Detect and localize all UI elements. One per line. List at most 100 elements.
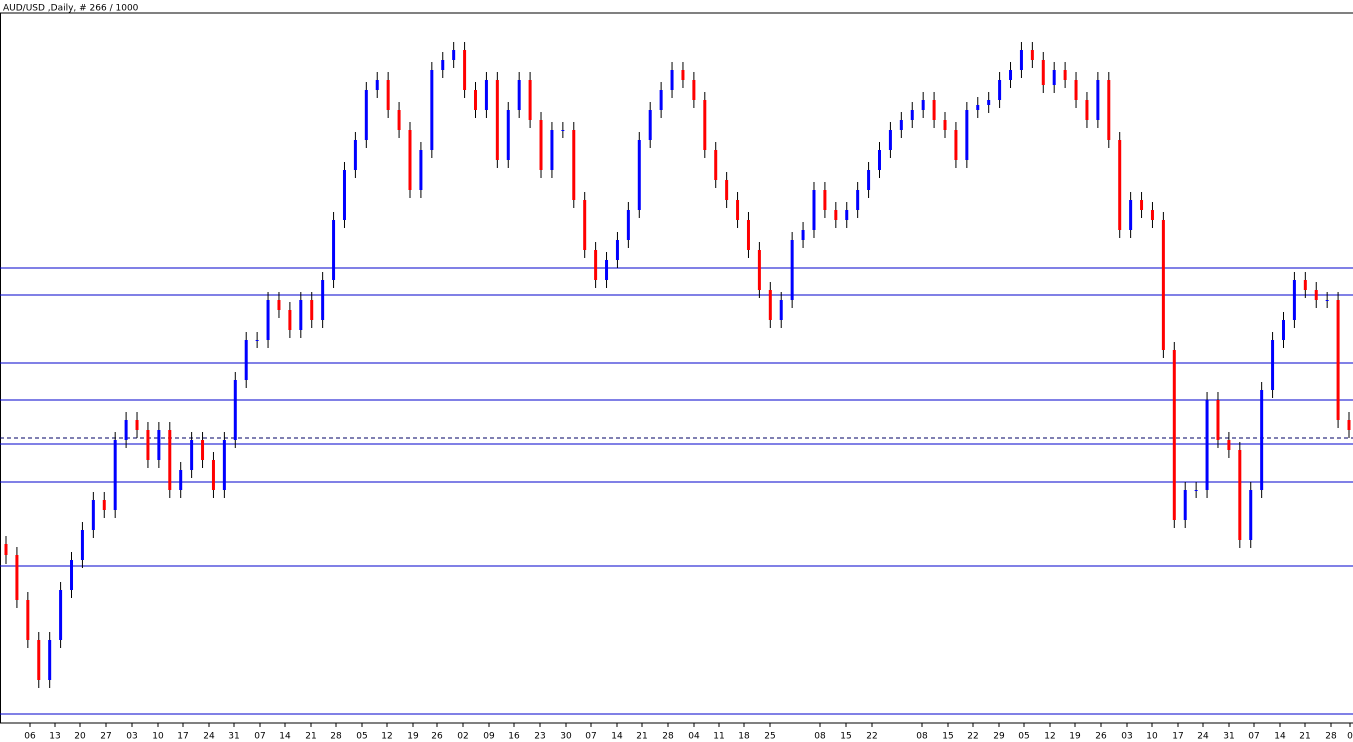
x-tick-label: 07 <box>254 732 265 742</box>
candle-body <box>1216 400 1220 440</box>
x-tick-label: 11 <box>713 732 724 742</box>
candle-body <box>59 590 63 640</box>
candle-body <box>15 555 19 600</box>
x-tick-label: 21 <box>1299 732 1310 742</box>
candle-body <box>725 180 729 200</box>
x-tick-label: 02 <box>457 732 468 742</box>
candle-body <box>102 500 106 510</box>
candle-body <box>561 130 565 131</box>
candle-body <box>397 110 401 130</box>
candle-body <box>48 640 52 680</box>
x-tick-label: 05 <box>1018 732 1029 742</box>
x-tick-label: 19 <box>407 732 419 742</box>
x-tick-label: 14 <box>279 732 291 742</box>
candle-body <box>823 190 827 210</box>
candle-body <box>659 90 663 110</box>
candle-body <box>157 430 161 460</box>
x-tick-label: 15 <box>942 732 953 742</box>
x-tick-label: 03 <box>1121 732 1132 742</box>
candle-body <box>211 460 215 490</box>
x-tick-label: 19 <box>1069 732 1081 742</box>
x-tick-label: 10 <box>1146 732 1158 742</box>
candle-body <box>976 105 980 110</box>
candle-body <box>681 70 685 80</box>
candle-body <box>779 300 783 320</box>
candle-body <box>222 440 226 490</box>
candle-body <box>1183 490 1187 520</box>
candle-body <box>4 544 8 555</box>
x-tick-label: 04 <box>688 732 700 742</box>
x-tick-label: 25 <box>764 732 775 742</box>
candle-body <box>375 80 379 90</box>
candle-body <box>1194 490 1198 491</box>
x-tick-label: 08 <box>916 732 928 742</box>
candle-body <box>1205 400 1209 490</box>
candle-body <box>954 130 958 160</box>
candle-body <box>1140 200 1144 210</box>
candle-body <box>484 80 488 110</box>
candle-body <box>605 260 609 280</box>
candle-body <box>517 80 521 110</box>
candle-body <box>768 290 772 320</box>
x-tick-label: 03 <box>126 732 137 742</box>
candle-body <box>987 100 991 105</box>
candle-body <box>1107 80 1111 140</box>
candle-body <box>790 240 794 300</box>
candle-body <box>506 110 510 160</box>
candle-body <box>692 80 696 100</box>
candle-body <box>1009 70 1013 80</box>
candle-body <box>321 280 325 320</box>
candle-body <box>703 100 707 150</box>
candle-body <box>648 110 652 140</box>
candle-body <box>1085 100 1089 120</box>
candle-body <box>746 220 750 250</box>
x-tick-label: 26 <box>1095 732 1107 742</box>
candle-body <box>1019 50 1023 70</box>
candle-body <box>801 230 805 240</box>
candle-body <box>1074 80 1078 100</box>
candle-body <box>714 150 718 180</box>
x-tick-label: 29 <box>993 732 1005 742</box>
x-tick-label: 28 <box>662 732 674 742</box>
candle-body <box>463 50 467 90</box>
x-tick-label: 23 <box>534 732 545 742</box>
candle-body <box>670 70 674 90</box>
candle-body <box>332 220 336 280</box>
candle-body <box>452 50 456 60</box>
candle-body <box>1249 490 1253 540</box>
x-tick-label: 22 <box>866 732 877 742</box>
candle-body <box>965 110 969 160</box>
candle-body <box>364 90 368 140</box>
x-tick-label: 24 <box>203 732 215 742</box>
x-tick-label: 07 <box>1248 732 1259 742</box>
candle-body <box>583 200 587 250</box>
candle-body <box>255 340 259 341</box>
x-tick-label: 20 <box>74 732 86 742</box>
candle-body <box>80 530 84 560</box>
x-tick-label: 07 <box>585 732 596 742</box>
candle-body <box>353 140 357 170</box>
x-tick-label: 17 <box>177 732 188 742</box>
candle-body <box>834 210 838 220</box>
x-tick-label: 08 <box>814 732 826 742</box>
candle-body <box>91 500 95 530</box>
candle-body <box>812 190 816 230</box>
candle-body <box>135 420 139 430</box>
candle-body <box>299 300 303 330</box>
x-tick-label: 12 <box>1044 732 1055 742</box>
candle-body <box>1314 290 1318 300</box>
candle-body <box>1052 70 1056 85</box>
candle-body <box>1118 140 1122 230</box>
x-tick-label: 27 <box>100 732 111 742</box>
candle-body <box>233 380 237 440</box>
candle-body <box>615 240 619 260</box>
candle-body <box>1238 450 1242 540</box>
candle-body <box>1030 50 1034 60</box>
candle-body <box>310 300 314 320</box>
candle-body <box>1227 440 1231 450</box>
candle-body <box>594 250 598 280</box>
x-tick-label: 14 <box>1274 732 1286 742</box>
x-tick-label: 09 <box>483 732 495 742</box>
candle-body <box>277 300 281 310</box>
